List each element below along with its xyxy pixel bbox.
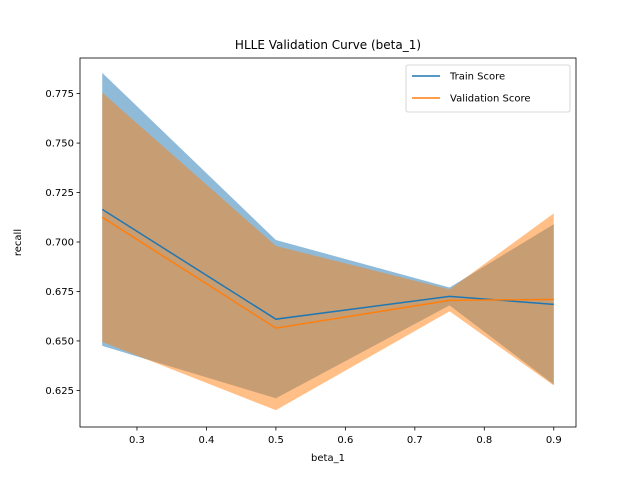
x-tick-label: 0.8 bbox=[476, 435, 492, 446]
x-tick-label: 0.4 bbox=[198, 435, 214, 446]
y-axis-label: recall bbox=[13, 229, 24, 256]
legend-box bbox=[405, 64, 571, 113]
legend-entry-label: Train Score bbox=[449, 72, 505, 83]
line-validation-score bbox=[101, 216, 554, 329]
axes-frame bbox=[79, 57, 577, 428]
x-tick-label: 0.6 bbox=[337, 435, 353, 446]
confidence-bands bbox=[102, 72, 554, 411]
y-tick-label: 0.625 bbox=[45, 386, 74, 397]
chart-title: HLLE Validation Curve (beta_1) bbox=[235, 38, 421, 52]
y-tick-label: 0.700 bbox=[45, 238, 74, 249]
y-tick-label: 0.775 bbox=[45, 89, 74, 100]
y-tick-label: 0.650 bbox=[45, 337, 74, 348]
y-tick-label: 0.725 bbox=[45, 188, 74, 199]
x-tick-label: 0.5 bbox=[268, 435, 284, 446]
x-tick-label: 0.3 bbox=[129, 435, 145, 446]
x-axis-ticks: 0.3 0.4 0.5 0.6 0.7 0.8 0.9 bbox=[129, 427, 562, 446]
y-tick-label: 0.750 bbox=[45, 139, 74, 150]
band-validation bbox=[102, 92, 554, 411]
legend-entry-label: Validation Score bbox=[450, 94, 531, 105]
series-lines bbox=[101, 208, 554, 329]
x-tick-label: 0.9 bbox=[546, 435, 562, 446]
legend: Train Score Validation Score bbox=[405, 64, 571, 113]
x-tick-label: 0.7 bbox=[407, 435, 423, 446]
y-axis-ticks: 0.625 0.650 0.675 0.700 0.725 0.750 0.775 bbox=[45, 89, 80, 397]
y-tick-label: 0.675 bbox=[45, 287, 74, 298]
x-axis-label: beta_1 bbox=[311, 453, 345, 464]
